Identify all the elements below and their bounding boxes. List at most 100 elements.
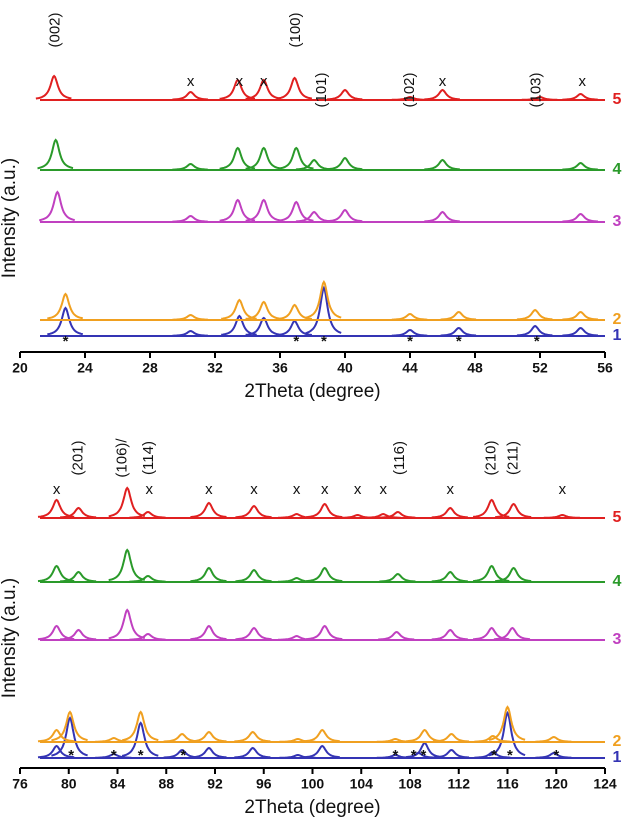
peak	[305, 285, 342, 335]
x-tick-label: 100	[301, 776, 325, 792]
peak	[391, 312, 428, 321]
substrate-mark: *	[293, 333, 299, 350]
peak	[37, 498, 75, 518]
x-tick-label: 96	[256, 776, 272, 792]
substrate-mark: *	[534, 333, 540, 350]
peak	[405, 741, 443, 759]
x-tick-label: 40	[337, 360, 353, 376]
peak	[108, 608, 146, 640]
peak	[543, 513, 580, 519]
peak	[245, 198, 282, 222]
peak	[424, 210, 460, 223]
substrate-mark: *	[63, 333, 69, 350]
peak	[305, 280, 342, 319]
peak-label: (102)	[401, 72, 418, 107]
peak	[494, 502, 532, 519]
phase-mark: x	[293, 481, 301, 498]
peak	[474, 734, 511, 743]
peak-label: (211)	[505, 441, 522, 475]
peak	[405, 728, 443, 743]
peak	[190, 746, 227, 759]
substrate-mark: *	[111, 747, 117, 764]
peak	[440, 326, 477, 337]
phase-mark: x	[579, 73, 587, 90]
peak	[95, 736, 132, 743]
x-tick-label: 108	[398, 776, 422, 792]
phase-mark: x	[205, 481, 213, 498]
peak	[431, 506, 468, 519]
peak	[60, 570, 97, 583]
series-label: 1	[613, 327, 622, 344]
peak	[60, 628, 97, 641]
peak	[326, 208, 363, 223]
peak	[295, 158, 332, 171]
substrate-mark: *	[491, 747, 497, 764]
x-tick-label: 88	[158, 776, 174, 792]
peak	[37, 728, 75, 743]
phase-mark: x	[250, 481, 258, 498]
peak-label: (116)	[391, 441, 408, 475]
peak	[95, 752, 132, 759]
peak	[306, 566, 343, 583]
peak	[219, 198, 256, 222]
peak	[172, 214, 208, 223]
x-tick-label: 32	[207, 360, 223, 376]
peak	[562, 92, 598, 101]
peak	[219, 146, 256, 170]
x-tick-label: 92	[207, 776, 223, 792]
peak	[121, 721, 159, 757]
series-label: 4	[613, 161, 622, 178]
peak	[234, 730, 271, 743]
peak	[37, 744, 75, 759]
peak	[235, 568, 272, 583]
peak	[37, 564, 75, 583]
peak	[562, 161, 598, 171]
substrate-mark: *	[180, 747, 186, 764]
peak	[474, 750, 511, 759]
x-tick-label: 52	[532, 360, 548, 376]
y-axis-label: Intensity (a.u.)	[0, 158, 20, 278]
series-label: 3	[613, 631, 622, 648]
peak	[391, 95, 428, 101]
peak	[326, 156, 363, 171]
peak	[35, 74, 72, 100]
y-axis-label: Intensity (a.u.)	[0, 578, 20, 698]
series-label: 3	[613, 213, 622, 230]
substrate-mark: *	[68, 747, 74, 764]
x-tick-label: 48	[467, 360, 483, 376]
series-label: 2	[613, 311, 622, 328]
peak	[432, 732, 470, 743]
peak	[379, 572, 416, 583]
peak	[129, 510, 166, 519]
peak	[431, 628, 468, 641]
peak	[306, 624, 343, 641]
substrate-mark: *	[411, 747, 417, 764]
peak	[535, 735, 572, 743]
peak	[295, 210, 332, 223]
peak	[172, 162, 208, 171]
peak	[379, 510, 416, 519]
peak	[190, 501, 227, 519]
peak	[245, 300, 282, 320]
series-label: 2	[613, 733, 622, 750]
peak	[562, 310, 599, 321]
peak	[172, 90, 209, 101]
x-tick-label: 116	[496, 776, 519, 792]
peak	[47, 292, 84, 320]
peak	[122, 710, 159, 742]
peak	[279, 753, 316, 759]
peak	[190, 730, 227, 743]
peak	[37, 138, 74, 170]
x-tick-label: 124	[593, 776, 617, 792]
substrate-mark: *	[138, 747, 144, 764]
peak	[516, 324, 553, 337]
peak-label: (101)	[313, 72, 330, 107]
x-tick-label: 36	[272, 360, 288, 376]
peak	[108, 548, 146, 582]
phase-mark: x	[236, 73, 244, 90]
x-tick-label: 80	[61, 776, 77, 792]
peak-label: (100)	[287, 12, 304, 47]
peak	[190, 624, 227, 641]
peak	[108, 486, 146, 518]
peak	[245, 78, 282, 100]
